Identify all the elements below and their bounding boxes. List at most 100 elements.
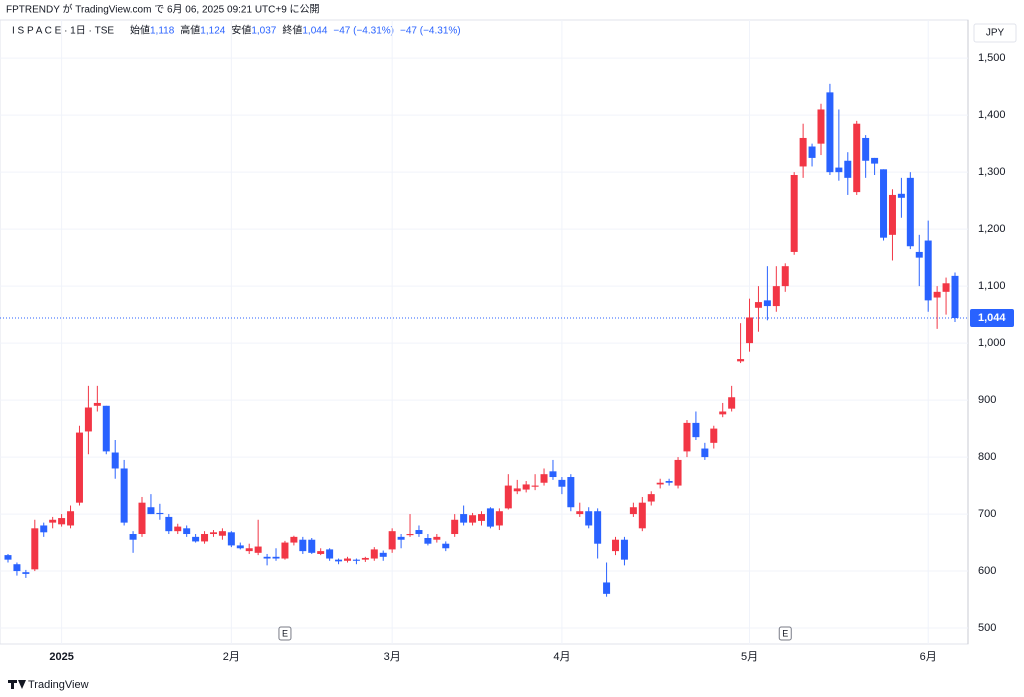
- candle-body: [772, 286, 780, 307]
- x-tick-label: 6月: [920, 651, 937, 663]
- candle-body: [862, 137, 870, 161]
- y-tick-label: 1,400: [978, 109, 1006, 121]
- candle-body: [924, 240, 932, 301]
- candle-body: [424, 538, 432, 544]
- candle-body: [683, 422, 691, 452]
- y-tick-label: 1,000: [978, 337, 1006, 349]
- candle-body: [335, 559, 343, 562]
- y-tick-label: 700: [978, 508, 996, 520]
- candle-body: [245, 548, 253, 552]
- legend: I S P A C E · 1日 · TSE: [12, 26, 114, 37]
- x-tick-label: 2025: [49, 651, 73, 663]
- candle-body: [692, 422, 700, 438]
- candle-body: [308, 539, 316, 553]
- x-tick-label: 3月: [384, 651, 401, 663]
- candle-body: [317, 551, 325, 554]
- candle-body: [406, 534, 414, 536]
- legend-close-label: 終値: [282, 24, 302, 37]
- candle-body: [674, 459, 682, 486]
- currency: JPY: [986, 28, 1005, 39]
- candle-body: [915, 251, 923, 258]
- candle-body: [263, 556, 271, 559]
- candle-body: [888, 194, 896, 235]
- candle-body: [165, 516, 173, 532]
- candle-body: [576, 511, 584, 515]
- y-tick-label: 500: [978, 622, 996, 634]
- earnings-marker-box: [278, 626, 292, 641]
- candle-body: [442, 543, 450, 549]
- candle-body: [201, 534, 209, 542]
- legend-high-label: 高値: [180, 24, 200, 37]
- candle-body: [880, 169, 888, 238]
- candle-body: [93, 402, 101, 406]
- candle-body: [415, 530, 423, 535]
- candle-body: [853, 123, 861, 193]
- candle-body: [272, 556, 280, 559]
- candle-body: [558, 479, 566, 487]
- candle-body: [942, 283, 950, 292]
- candle-body: [433, 536, 441, 540]
- candle-body: [290, 536, 298, 543]
- y-tick-label: 900: [978, 394, 996, 406]
- candle-body: [40, 525, 48, 533]
- footer: TradingView: [28, 679, 89, 691]
- x-tick-label: 5月: [741, 651, 758, 663]
- legend-open-label: 始値: [130, 24, 150, 37]
- candle-body: [799, 137, 807, 167]
- legend-change: −47 (−4.31%): [333, 26, 394, 37]
- candle-body: [129, 534, 137, 540]
- candle-body: [754, 302, 762, 308]
- legend-high: 1,124: [200, 26, 225, 37]
- candle-body: [4, 555, 12, 560]
- tv-logo: [8, 680, 26, 689]
- currency-box: [973, 23, 1017, 43]
- candle-body: [236, 545, 244, 549]
- candle-body: [388, 531, 396, 550]
- earnings-marker: E: [782, 628, 788, 638]
- legend-symbol: I S P A C E · 1日 · TSE: [12, 26, 114, 37]
- candle-body: [737, 359, 745, 362]
- candle-body: [370, 549, 378, 559]
- candle-body: [522, 484, 530, 490]
- candle-body: [299, 539, 307, 552]
- candle-body: [486, 508, 494, 527]
- legend-low: 1,037: [251, 26, 276, 37]
- candle-body: [620, 539, 628, 560]
- candle-body: [58, 518, 66, 525]
- candle-body: [656, 482, 664, 485]
- x-tick-label: 4月: [553, 651, 570, 663]
- candle-body: [13, 564, 21, 572]
- candle-body: [871, 157, 879, 164]
- candle-body: [174, 526, 182, 532]
- candle-body: [460, 514, 468, 523]
- candle-body: [183, 528, 191, 535]
- candle-body: [138, 502, 146, 535]
- candle-body: [790, 175, 798, 252]
- candle-body: [67, 511, 75, 526]
- candle-body: [951, 275, 959, 319]
- y-tick-label: 600: [978, 565, 996, 577]
- last-price-tag: [970, 309, 1014, 328]
- candle-body: [326, 549, 334, 559]
- candle-body: [746, 317, 754, 344]
- candle-body: [209, 532, 217, 535]
- header: FPTRENDY が TradingView.com で 6月 06, 2025…: [6, 3, 320, 16]
- candle-body: [612, 539, 620, 552]
- candle-body: [897, 193, 905, 198]
- candle-body: [933, 291, 941, 298]
- candle-body: [763, 300, 771, 307]
- candle-body: [379, 552, 387, 557]
- candle-body: [701, 448, 709, 458]
- candle-body: [844, 160, 852, 178]
- candle-body: [469, 515, 477, 523]
- y-tick-label: 1,200: [978, 223, 1006, 235]
- candle-body: [111, 452, 119, 469]
- candle-body: [549, 471, 557, 478]
- legend-change2: −47 (−4.31%): [400, 26, 461, 37]
- candle-body: [254, 546, 262, 553]
- candle-body: [808, 146, 816, 158]
- earnings-marker: E: [282, 628, 288, 638]
- candle-body: [478, 514, 485, 521]
- candle-body: [84, 407, 92, 432]
